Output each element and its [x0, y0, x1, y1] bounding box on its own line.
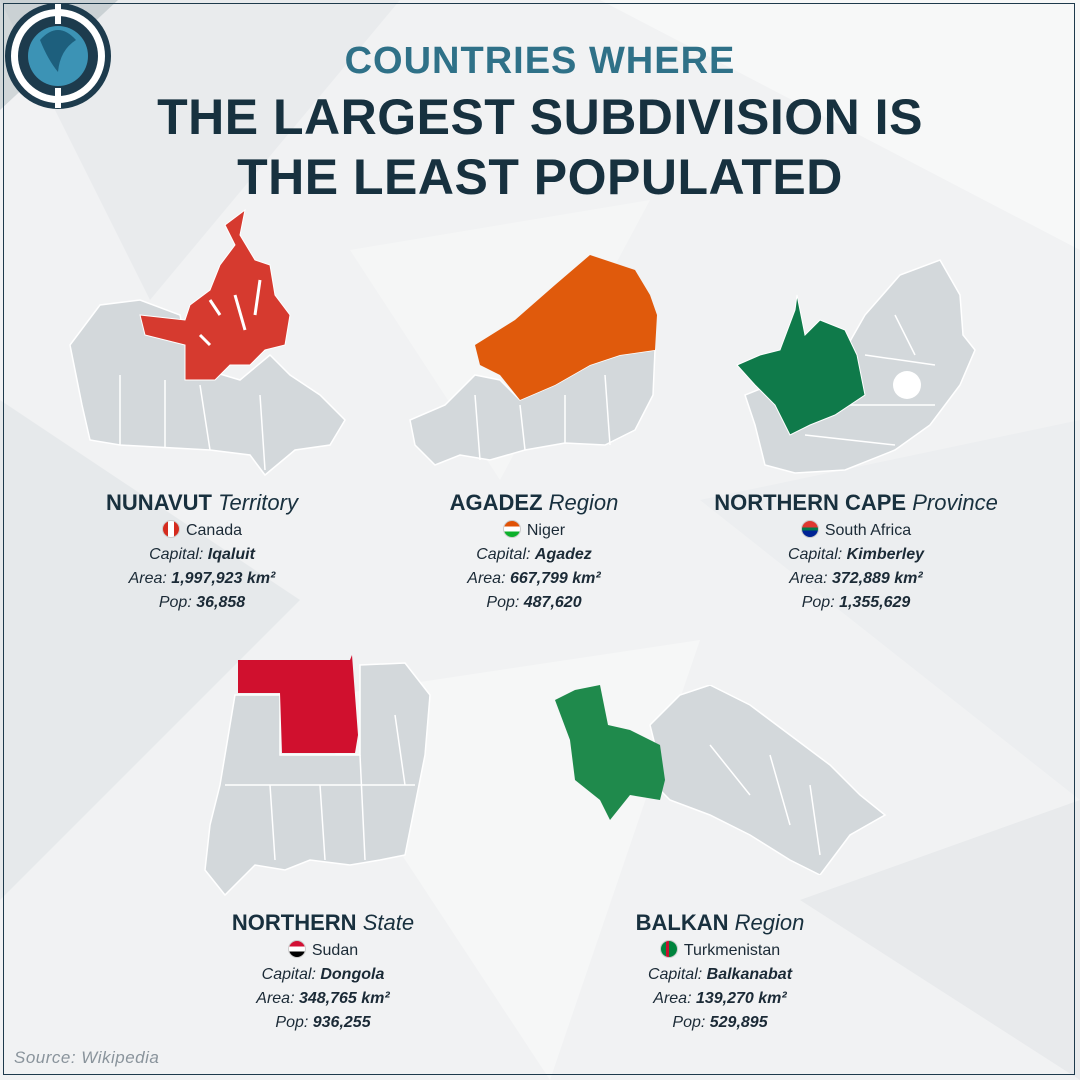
- sudan-flag-icon: [287, 940, 306, 958]
- pop-value: 529,895: [709, 1014, 768, 1031]
- canada-map: [69, 208, 346, 477]
- capital-value: Agadez: [534, 546, 592, 563]
- region-card-northern-cape: NORTHERN CAPE Province South Africa Capi…: [696, 490, 1016, 612]
- region-card-agadez: AGADEZ Region Niger Capital: Agadez Area…: [374, 490, 694, 612]
- area-value: 348,765 km²: [298, 990, 390, 1007]
- source-note: Source: Wikipedia: [14, 1048, 160, 1067]
- niger-flag-icon: [502, 520, 521, 538]
- area-value: 139,270 km²: [695, 990, 787, 1007]
- capital-value: Balkanabat: [706, 966, 793, 983]
- region-name: NUNAVUT Territory: [106, 490, 298, 515]
- pop-value: 487,620: [523, 594, 582, 611]
- south-africa-flag-icon: [800, 520, 819, 538]
- area-value: 372,889 km²: [831, 570, 923, 587]
- title-line-2: THE LEAST POPULATED: [237, 149, 843, 205]
- country-name: Sudan: [311, 942, 359, 959]
- country-name: South Africa: [824, 522, 912, 539]
- region-name: BALKAN Region: [635, 910, 805, 935]
- turkmenistan-map: [555, 685, 887, 875]
- region-card-northern-state: NORTHERN State Sudan Capital: Dongola Ar…: [163, 910, 483, 1032]
- country-name: Niger: [526, 522, 566, 539]
- region-name: NORTHERN State: [231, 910, 415, 935]
- country-name: Turkmenistan: [683, 942, 781, 959]
- subtitle: COUNTRIES WHERE: [344, 40, 736, 82]
- capital-value: Iqaluit: [207, 546, 255, 563]
- pop-value: 936,255: [312, 1014, 371, 1031]
- turkmenistan-flag-icon: [659, 940, 678, 958]
- south-africa-map: [736, 259, 976, 474]
- capital-value: Dongola: [320, 966, 385, 983]
- region-card-nunavut: NUNAVUT Territory Canada Capital: Iqalui…: [42, 490, 362, 612]
- brand-logo: [0, 0, 118, 110]
- sudan-map: [204, 655, 431, 897]
- niger-map: [409, 255, 657, 466]
- title-line-1: THE LARGEST SUBDIVISION IS: [157, 89, 923, 145]
- region-name: AGADEZ Region: [449, 490, 619, 515]
- country-name: Canada: [185, 522, 243, 539]
- area-value: 667,799 km²: [509, 570, 601, 587]
- canada-flag-icon: [161, 520, 180, 538]
- region-card-balkan: BALKAN Region Turkmenistan Capital: Balk…: [560, 910, 880, 1032]
- pop-value: 36,858: [196, 594, 246, 611]
- pop-value: 1,355,629: [839, 594, 911, 611]
- capital-value: Kimberley: [846, 546, 925, 563]
- region-name: NORTHERN CAPE Province: [714, 490, 998, 515]
- area-value: 1,997,923 km²: [171, 570, 276, 587]
